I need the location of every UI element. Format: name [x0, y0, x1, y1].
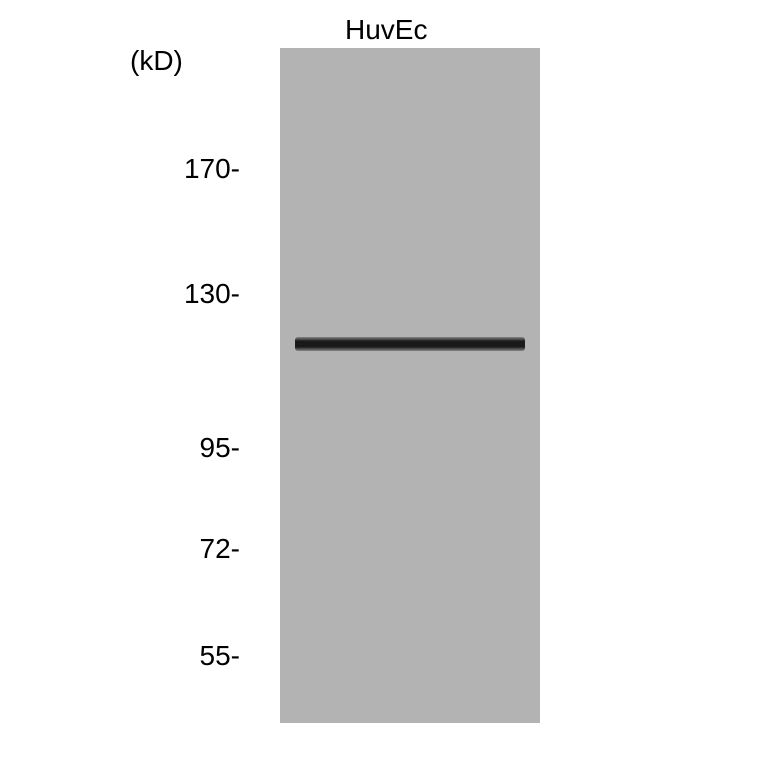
marker-label-2: 95-: [130, 432, 240, 464]
lane-label: HuvEc: [345, 14, 427, 46]
marker-label-3: 72-: [130, 533, 240, 565]
protein-band: [295, 337, 525, 351]
blot-lane: [280, 48, 540, 723]
marker-label-4: 55-: [130, 640, 240, 672]
axis-label: (kD): [130, 45, 183, 77]
marker-label-1: 130-: [130, 278, 240, 310]
marker-label-0: 170-: [130, 153, 240, 185]
